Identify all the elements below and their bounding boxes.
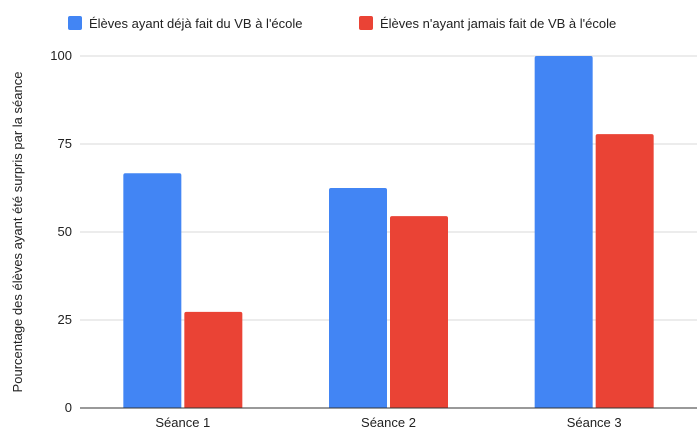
bar-jamais-fait-3 — [596, 134, 654, 408]
x-tick-label: Séance 1 — [155, 415, 210, 428]
y-axis-title: Pourcentage des élèves ayant été surpris… — [10, 72, 25, 393]
bar-deja-fait-1 — [123, 173, 181, 408]
x-tick-label: Séance 3 — [567, 415, 622, 428]
x-tick-label: Séance 2 — [361, 415, 416, 428]
legend-label: Élèves n'ayant jamais fait de VB à l'éco… — [380, 16, 616, 31]
legend-swatch — [68, 16, 82, 30]
legend-swatch — [359, 16, 373, 30]
y-tick-label: 50 — [58, 224, 72, 239]
bar-deja-fait-2 — [329, 188, 387, 408]
y-tick-label: 25 — [58, 312, 72, 327]
bar-deja-fait-3 — [535, 56, 593, 408]
bar-jamais-fait-2 — [390, 216, 448, 408]
bar-jamais-fait-1 — [184, 312, 242, 408]
y-tick-labels: 0 25 50 75 100 — [50, 48, 72, 415]
y-tick-label: 75 — [58, 136, 72, 151]
legend-label: Élèves ayant déjà fait du VB à l'école — [89, 16, 303, 31]
x-tick-labels: Séance 1 Séance 2 Séance 3 — [155, 415, 621, 428]
y-tick-label: 100 — [50, 48, 72, 63]
legend: Élèves ayant déjà fait du VB à l'école Él… — [68, 16, 616, 31]
y-tick-label: 0 — [65, 400, 72, 415]
